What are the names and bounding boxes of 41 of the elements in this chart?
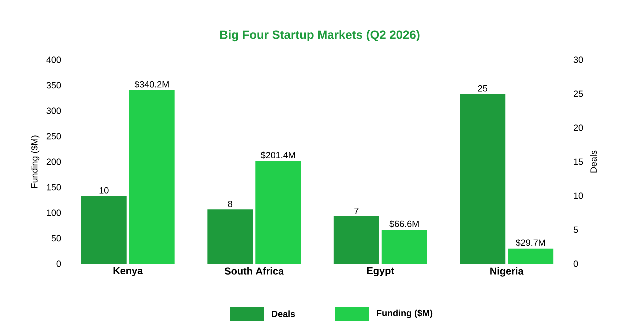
y2-tick-label: 30 <box>574 56 584 64</box>
data-label: $29.7M <box>516 239 546 247</box>
data-label: $340.2M <box>134 81 169 88</box>
y2-tick-label: 0 <box>574 260 578 268</box>
y-tick-label: 0 <box>56 260 62 268</box>
legend-label: Deals <box>272 310 296 318</box>
bar <box>382 230 428 264</box>
x-tick-label: Kenya <box>114 268 144 276</box>
y-tick-label: 350 <box>46 82 62 89</box>
y2-tick-label: 20 <box>574 124 584 132</box>
bar <box>334 216 380 264</box>
legend-label: Funding ($M) <box>377 310 433 318</box>
x-tick-label: Egypt <box>367 268 394 277</box>
y2-tick-label: 25 <box>574 90 584 98</box>
bar <box>508 248 554 264</box>
bar <box>129 90 175 264</box>
bar <box>256 161 302 264</box>
y-tick-label: 200 <box>46 158 62 166</box>
y-tick-label: 150 <box>47 184 62 191</box>
data-label: $201.4M <box>260 152 296 160</box>
chart-title: Big Four Startup Markets (Q2 2026) <box>220 30 420 42</box>
data-label: 10 <box>100 187 109 194</box>
y2-tick-label: 15 <box>574 158 584 166</box>
y2-tick-label: 5 <box>574 226 578 234</box>
x-tick-label: South Africa <box>224 268 284 275</box>
y-axis-title: Funding ($M) <box>31 136 40 188</box>
bar <box>208 210 254 264</box>
y2-tick-label: 10 <box>574 192 584 200</box>
y-tick-label: 300 <box>46 108 62 114</box>
bar <box>460 94 506 264</box>
data-label: 7 <box>354 208 359 214</box>
x-tick-label: Nigeria <box>490 268 524 277</box>
data-label: $66.6M <box>390 220 419 228</box>
y-tick-label: 250 <box>46 133 62 140</box>
data-label: 25 <box>478 85 488 92</box>
y-tick-label: 50 <box>52 235 62 242</box>
y-tick-label: 100 <box>47 210 62 216</box>
data-label: 8 <box>228 201 232 208</box>
bar <box>81 196 127 264</box>
y2-axis-title: Deals <box>590 150 598 173</box>
y-tick-label: 400 <box>46 56 62 64</box>
